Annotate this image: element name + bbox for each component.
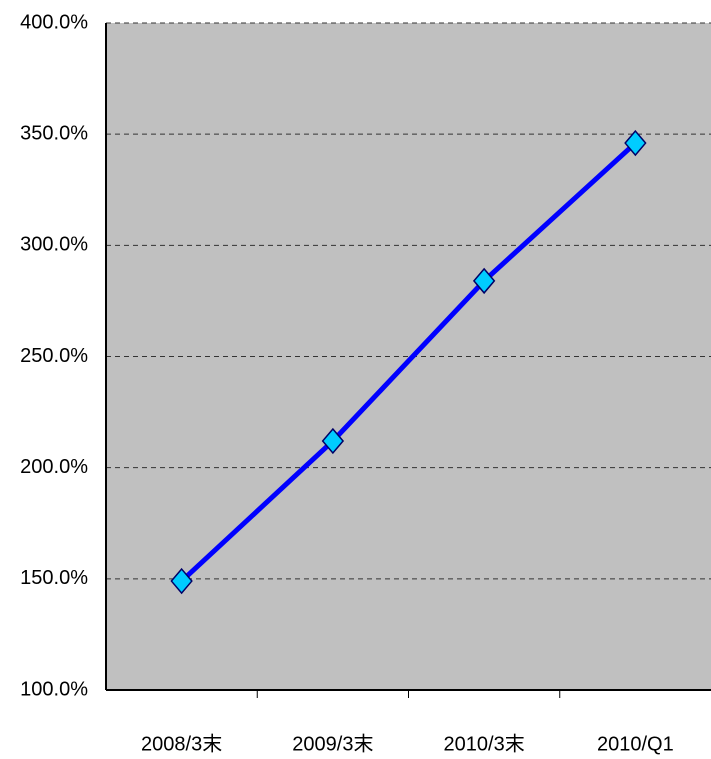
marker bbox=[472, 267, 496, 295]
y-tick-label: 250.0% bbox=[20, 345, 88, 367]
y-tick-label: 350.0% bbox=[20, 122, 88, 144]
x-tick-label: 2010/Q1 bbox=[597, 733, 674, 755]
x-tick-label: 2008/3末 bbox=[141, 732, 222, 755]
y-tick-label: 200.0% bbox=[20, 456, 88, 478]
x-tick-label: 2010/3末 bbox=[444, 732, 525, 755]
y-tick-label: 300.0% bbox=[20, 234, 88, 256]
marker bbox=[321, 427, 345, 455]
marker bbox=[624, 129, 647, 157]
y-tick-label: 400.0% bbox=[20, 11, 88, 33]
x-tick-label: 2009/3末 bbox=[292, 732, 373, 755]
marker bbox=[170, 567, 193, 595]
y-tick-label: 100.0% bbox=[20, 678, 88, 700]
y-tick-label: 150.0% bbox=[20, 567, 88, 589]
line bbox=[179, 141, 638, 583]
